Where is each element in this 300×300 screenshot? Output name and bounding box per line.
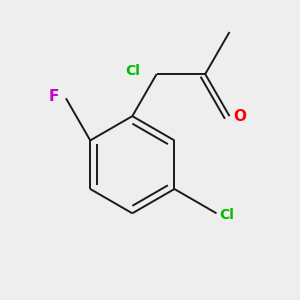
Text: F: F	[48, 89, 59, 104]
Text: O: O	[233, 109, 246, 124]
Text: Cl: Cl	[126, 64, 140, 77]
Text: Cl: Cl	[219, 208, 234, 222]
